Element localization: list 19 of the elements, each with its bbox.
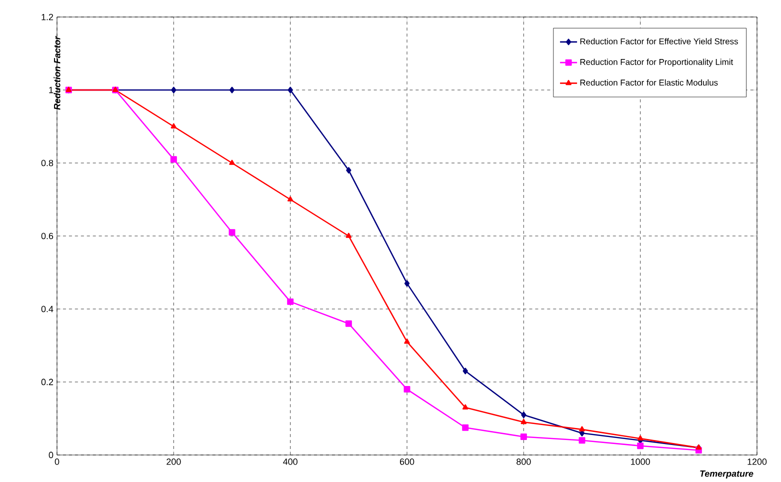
x-tick-label: 0 <box>54 458 60 465</box>
x-tick-label: 600 <box>400 458 414 465</box>
y-tick-label: 0.6 <box>41 232 54 240</box>
legend-label: Reduction Factor for Effective Yield Stress <box>580 38 738 44</box>
legend-label: Reduction Factor for Elastic Modulus <box>580 79 718 86</box>
y-tick-label: 0 <box>48 452 54 458</box>
y-tick-label: 0.2 <box>41 378 54 386</box>
x-tick-label: 1000 <box>631 458 650 465</box>
legend-label: Reduction Factor for Proportionality Limit <box>580 58 734 67</box>
y-tick-label: 0.8 <box>41 160 54 166</box>
y-tick-label: 0.4 <box>41 306 54 312</box>
x-tick-label: 1200 <box>748 458 767 465</box>
y-axis-title: Reduction Factor <box>54 36 60 110</box>
x-tick-label: 400 <box>283 458 298 465</box>
x-tick-label: 200 <box>166 458 181 465</box>
x-tick-label: 800 <box>516 458 531 465</box>
y-tick-label: 1 <box>49 86 54 94</box>
y-tick-label: 1.2 <box>42 14 54 20</box>
x-axis-title: Temerpature <box>700 470 754 479</box>
